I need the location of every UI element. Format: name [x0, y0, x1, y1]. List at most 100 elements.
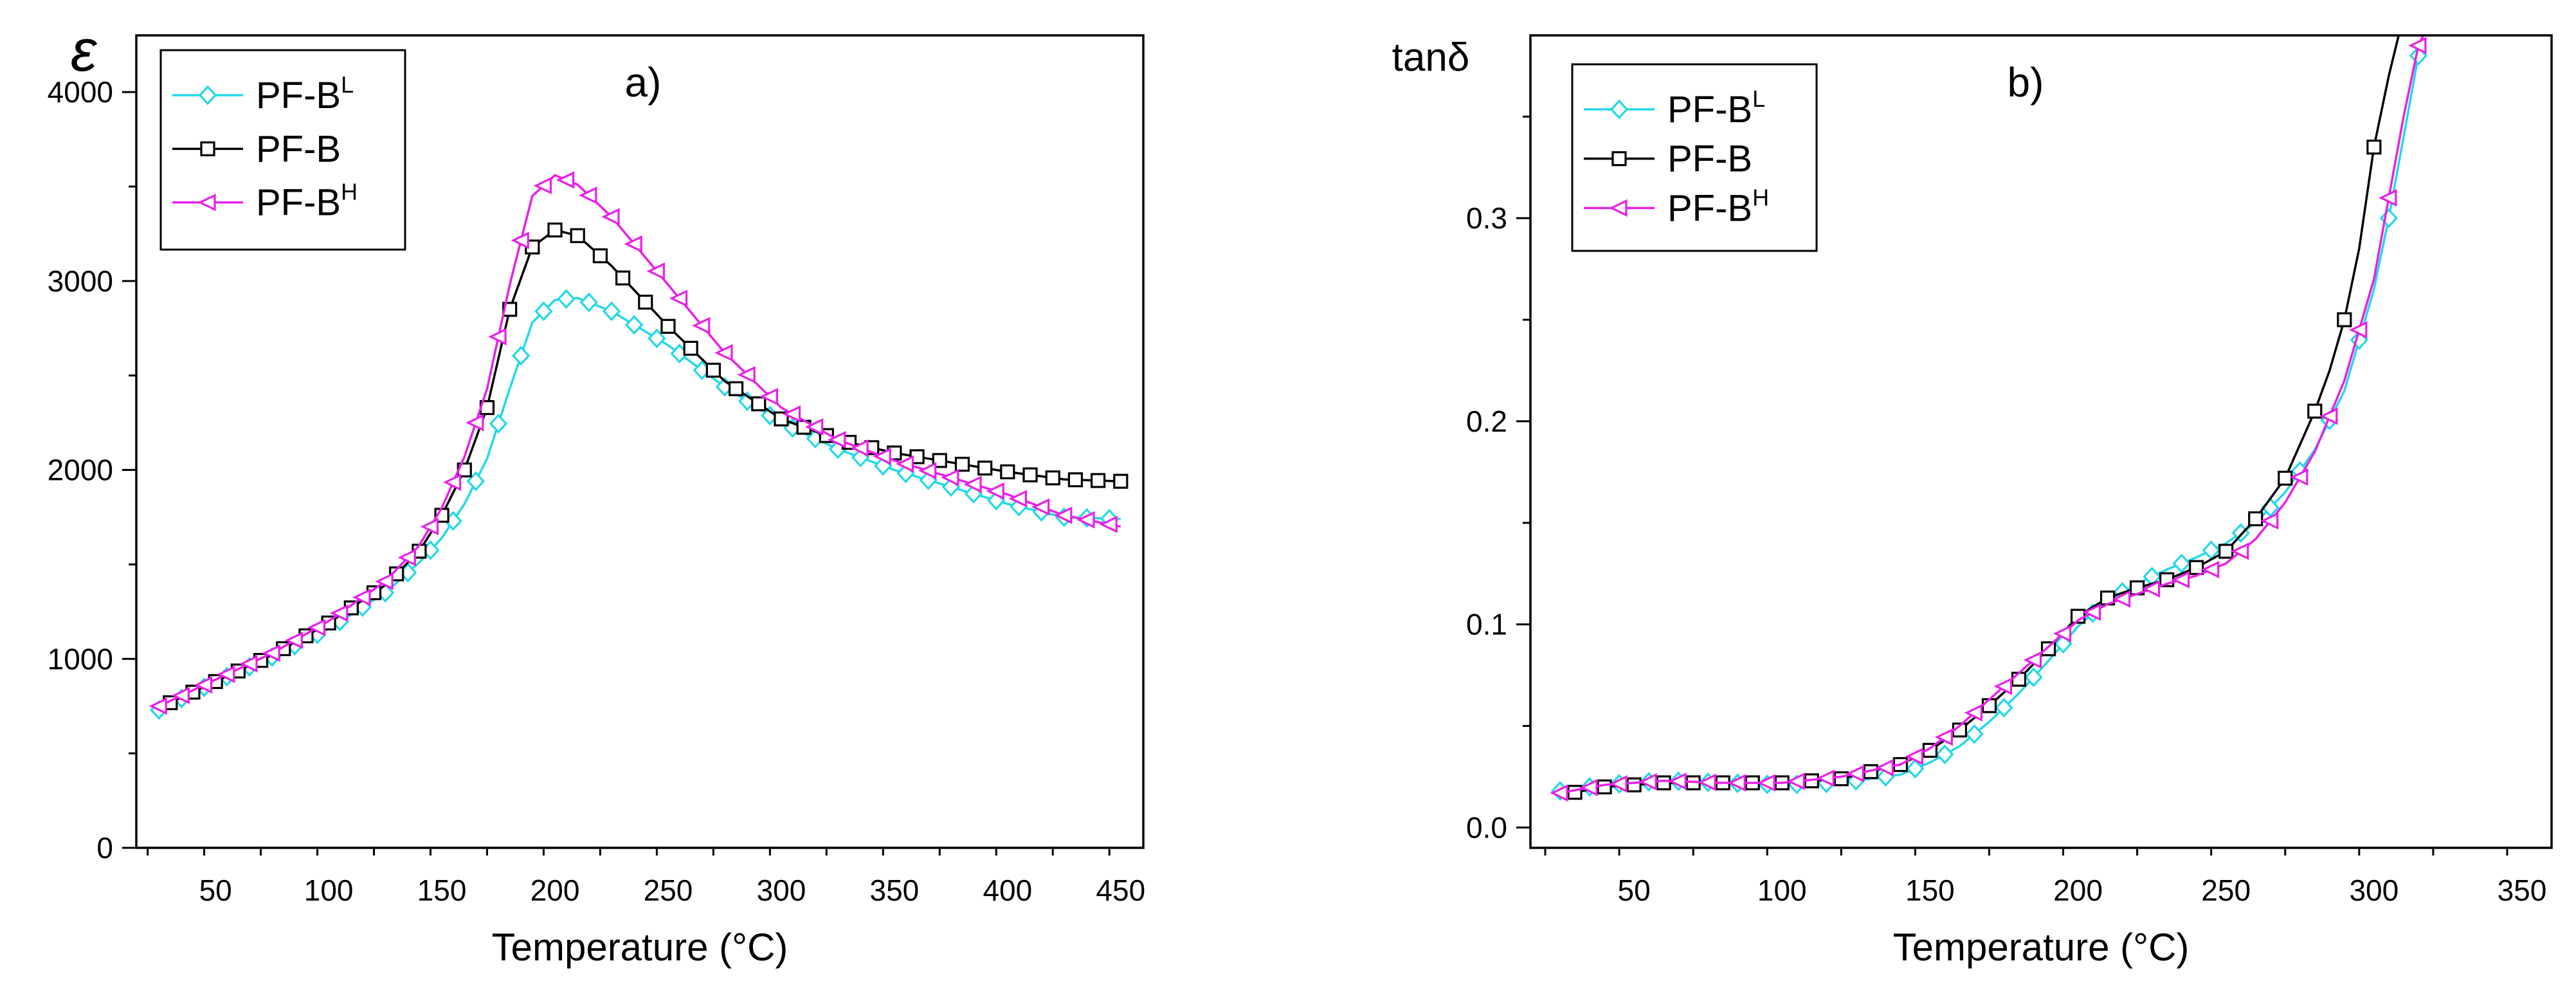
- x-axis-label: Temperature (°C): [492, 926, 788, 969]
- plot-frame: [135, 34, 1145, 849]
- data-point: [828, 431, 846, 449]
- data-point: [1000, 464, 1015, 480]
- data-point: [592, 248, 608, 264]
- y-tick-label: 1000: [48, 642, 113, 675]
- data-point: [774, 411, 789, 426]
- data-point: [692, 316, 711, 335]
- legend-label: PF-BH: [1667, 184, 1769, 229]
- data-point: [1550, 784, 1568, 802]
- data-point: [1076, 511, 1095, 529]
- data-point: [533, 176, 552, 195]
- y-tick-label: 0.1: [1466, 608, 1507, 641]
- data-point: [728, 381, 744, 396]
- data-point: [660, 318, 676, 334]
- x-tick-label: 150: [417, 874, 467, 907]
- data-point: [1022, 467, 1038, 482]
- data-point: [2200, 560, 2220, 578]
- data-point: [1964, 704, 1983, 722]
- data-point: [2171, 571, 2190, 589]
- data-point: [646, 262, 665, 280]
- legend-label: PF-B: [1667, 138, 1752, 180]
- data-point: [557, 289, 576, 309]
- data-point: [1668, 773, 1687, 791]
- data-point: [534, 301, 553, 322]
- data-point: [1981, 698, 1997, 713]
- legend-superscript: L: [341, 71, 354, 98]
- data-point: [375, 573, 394, 591]
- data-point: [194, 676, 213, 694]
- data-point: [1045, 470, 1060, 486]
- y-tick-label: 0.0: [1466, 811, 1507, 844]
- data-point: [1579, 778, 1598, 796]
- data-point: [466, 414, 484, 432]
- data-point: [2379, 189, 2397, 207]
- data-point: [2040, 641, 2056, 657]
- series-square: [158, 222, 1129, 711]
- data-point: [954, 457, 970, 472]
- legend-label: PF-B: [256, 128, 341, 170]
- legend-item: PF-B: [172, 128, 341, 170]
- data-point: [352, 588, 371, 607]
- data-point: [1597, 779, 1612, 794]
- data-point: [239, 655, 258, 673]
- data-point: [489, 414, 508, 434]
- x-tick-label: 150: [1905, 874, 1955, 907]
- legend-marker: [200, 141, 215, 156]
- data-point: [262, 644, 280, 663]
- data-point: [1965, 724, 1984, 744]
- data-point: [1067, 472, 1084, 488]
- legend: PF-BL PF-BPF-BH: [1571, 63, 1818, 252]
- series-triangle-left: [1550, 35, 2427, 802]
- data-point: [488, 327, 507, 346]
- data-point: [1906, 758, 1925, 779]
- data-point: [579, 292, 598, 313]
- data-point: [2189, 560, 2204, 575]
- data-point: [615, 270, 631, 286]
- data-point: [1099, 515, 1118, 533]
- data-point: [307, 618, 326, 637]
- series-line: [158, 174, 1121, 708]
- legend-label: PF-BL: [1667, 86, 1765, 131]
- data-point: [895, 455, 914, 473]
- data-point: [1875, 758, 1894, 776]
- data-point: [2053, 625, 2072, 643]
- y-axis-label: ε: [71, 18, 98, 84]
- data-point: [547, 222, 563, 238]
- data-point: [1995, 697, 2013, 718]
- x-tick-label: 250: [2201, 874, 2251, 907]
- y-tick-label: 0.2: [1466, 405, 1507, 438]
- x-tick-label: 450: [1096, 874, 1145, 907]
- data-point: [2024, 667, 2043, 688]
- x-tick-label: 300: [757, 874, 806, 907]
- data-point: [284, 631, 303, 650]
- data-point: [2112, 590, 2131, 608]
- data-point: [420, 518, 439, 536]
- data-point: [512, 345, 531, 366]
- data-point: [1008, 490, 1028, 508]
- legend-marker: [1610, 99, 1629, 120]
- x-tick-label: 50: [199, 874, 232, 907]
- data-point: [2397, 8, 2410, 21]
- data-point: [2408, 37, 2427, 55]
- x-tick-label: 400: [983, 874, 1032, 907]
- data-point: [2023, 651, 2042, 669]
- data-point: [805, 418, 824, 436]
- data-point: [2319, 407, 2338, 425]
- data-point: [1993, 677, 2013, 695]
- data-point: [1846, 765, 1864, 783]
- data-point: [1567, 785, 1583, 800]
- legend-marker: [197, 194, 216, 212]
- data-point: [759, 388, 778, 406]
- data-point: [2290, 468, 2308, 486]
- legend-marker: [198, 85, 217, 105]
- series-triangle-left: [149, 171, 1121, 715]
- panel-label: b): [2008, 59, 2044, 105]
- data-point: [873, 447, 891, 465]
- y-tick-label: 0.3: [1466, 201, 1507, 235]
- data-point: [751, 396, 766, 412]
- legend-item: PF-BH: [1584, 184, 1769, 229]
- data-point: [217, 665, 235, 683]
- data-point: [648, 328, 666, 349]
- legend-superscript: H: [1752, 184, 1769, 210]
